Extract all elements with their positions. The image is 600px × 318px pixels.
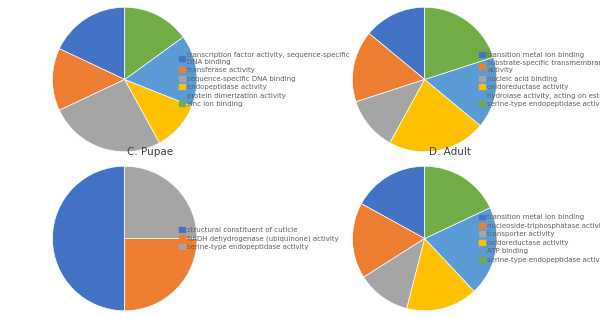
Wedge shape	[425, 166, 490, 238]
Wedge shape	[425, 7, 493, 80]
Legend: transition metal ion binding, nucleoside-triphosphatase activity, transporter ac: transition metal ion binding, nucleoside…	[479, 214, 600, 263]
Wedge shape	[352, 33, 425, 102]
Wedge shape	[356, 80, 425, 143]
Wedge shape	[390, 80, 481, 152]
Wedge shape	[125, 80, 192, 143]
Legend: transition metal ion binding, substrate-specific transmembrane transporter
activ: transition metal ion binding, substrate-…	[479, 52, 600, 107]
Wedge shape	[369, 7, 425, 80]
Legend: transcription factor activity, sequence-specific
DNA binding, transferase activi: transcription factor activity, sequence-…	[179, 52, 350, 107]
Wedge shape	[361, 166, 425, 238]
Wedge shape	[59, 7, 125, 80]
Wedge shape	[364, 238, 425, 308]
Wedge shape	[125, 238, 197, 311]
Title: D. Adult: D. Adult	[429, 147, 471, 157]
Wedge shape	[52, 49, 125, 110]
Wedge shape	[425, 57, 497, 126]
Title: C. Pupae: C. Pupae	[127, 147, 173, 157]
Legend: structural constituent of cuticle, NADH dehydrogenase (ubiquinone) activity, ser: structural constituent of cuticle, NADH …	[179, 227, 339, 250]
Wedge shape	[352, 204, 425, 277]
Wedge shape	[52, 166, 125, 311]
Wedge shape	[125, 166, 197, 238]
Wedge shape	[59, 80, 160, 152]
Wedge shape	[125, 37, 197, 106]
Wedge shape	[425, 208, 497, 291]
Wedge shape	[407, 238, 474, 311]
Wedge shape	[125, 7, 183, 80]
